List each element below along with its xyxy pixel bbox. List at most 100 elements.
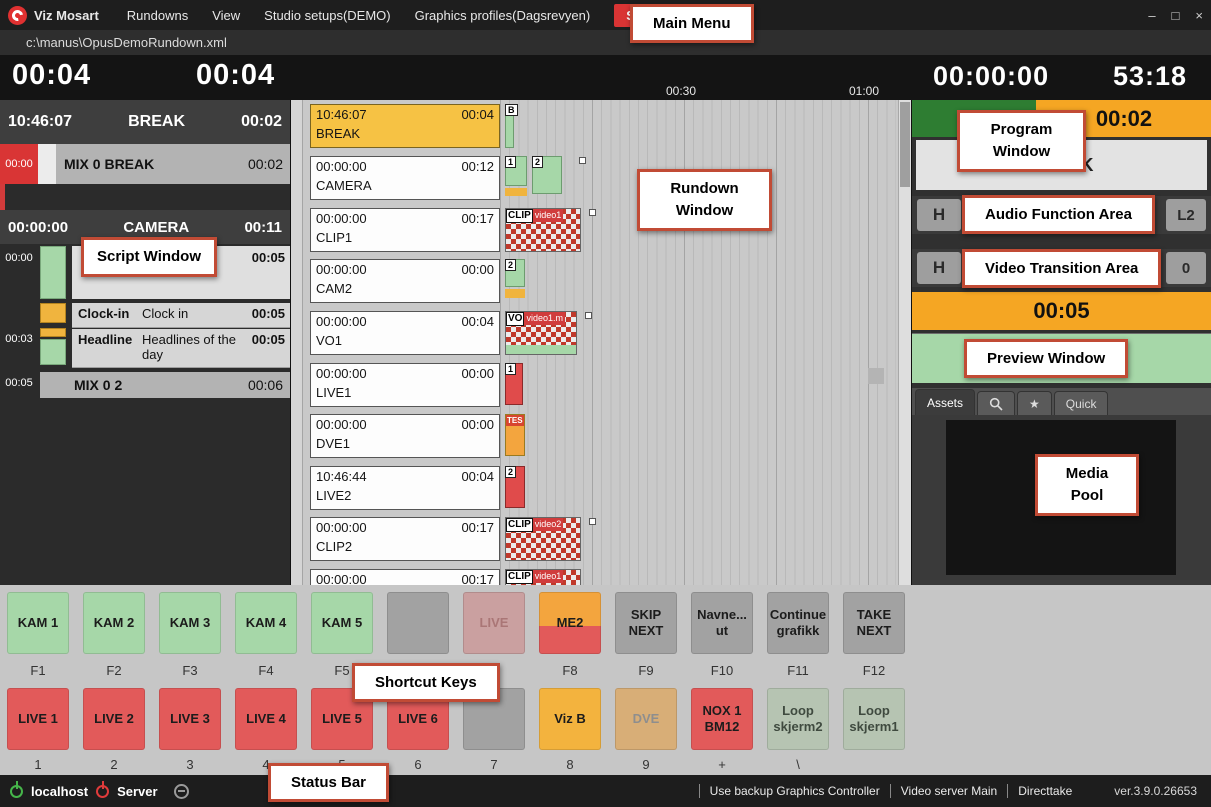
rundown-item-live1[interactable]: 00:00:00 00:00 LIVE1 1 bbox=[291, 362, 911, 409]
block-tag: 2 bbox=[532, 156, 544, 168]
script-item-mix-break[interactable]: MIX 0 BREAK 00:02 bbox=[56, 144, 290, 184]
menu-rundowns[interactable]: Rundowns bbox=[126, 7, 189, 23]
timeline-handle[interactable] bbox=[585, 312, 592, 319]
shortcut-key-viz-b[interactable]: Viz B bbox=[539, 688, 601, 750]
story-title: CAMERA bbox=[123, 218, 190, 236]
script-item-mix[interactable]: MIX 0 2 00:06 bbox=[40, 372, 290, 398]
timeline-scroll-marker[interactable] bbox=[868, 368, 884, 384]
item-start: 00:00:00 bbox=[316, 262, 367, 277]
rundown-item[interactable]: 00:00:00 00:17 CLIP video1 bbox=[291, 568, 911, 585]
app-logo-icon bbox=[8, 5, 27, 25]
script-item-clockin[interactable]: Clock-in Clock in 00:05 bbox=[72, 303, 290, 328]
item-title: LIVE1 bbox=[316, 385, 352, 400]
shortcut-key-live-disabled[interactable]: LIVE bbox=[463, 592, 525, 654]
version-label: ver.3.9.0.26653 bbox=[1114, 784, 1197, 798]
key-label: DVE bbox=[632, 710, 660, 726]
remaining-timer: 00:04 bbox=[196, 59, 276, 91]
tab-assets[interactable]: Assets bbox=[915, 389, 976, 415]
key-label: SKIP NEXT bbox=[628, 606, 664, 638]
shortcut-key-continue-grafikk[interactable]: Continue grafikk bbox=[767, 592, 829, 654]
key-label: LIVE 5 bbox=[322, 710, 362, 726]
shortcut-key-live2[interactable]: LIVE 2 bbox=[83, 688, 145, 750]
shortcut-key-live1[interactable]: LIVE 1 bbox=[7, 688, 69, 750]
script-item-headline[interactable]: Headline Headlines of the day 00:05 bbox=[72, 329, 290, 368]
annotation-preview-window: Preview Window bbox=[964, 339, 1129, 378]
menu-graphics-profiles[interactable]: Graphics profiles(Dagsrevyen) bbox=[414, 7, 591, 23]
script-story-header[interactable]: 10:46:07 BREAK 00:02 bbox=[0, 100, 290, 144]
key-label: Viz B bbox=[554, 710, 586, 726]
annotation-media-pool: Media Pool bbox=[1035, 454, 1139, 516]
shortcut-key-loop-skjerm1[interactable]: Loop skjerm1 bbox=[843, 688, 905, 750]
shortcut-key-skip-next[interactable]: SKIP NEXT bbox=[615, 592, 677, 654]
timeline-mark-0030: 00:30 bbox=[666, 84, 697, 98]
rundown-scrollbar[interactable] bbox=[898, 100, 911, 585]
item-duration: 00:00 bbox=[461, 417, 494, 432]
clock-timer: 00:00:00 bbox=[933, 61, 1050, 91]
script-item-duration: 00:05 bbox=[251, 250, 285, 265]
timeline-handle[interactable] bbox=[589, 518, 596, 525]
script-graphics-block bbox=[40, 303, 66, 323]
shortcut-key-kam4[interactable]: KAM 4 bbox=[235, 592, 297, 654]
shortcut-key-nox1-bm12[interactable]: NOX 1 BM12 bbox=[691, 688, 753, 750]
rundown-item-live2[interactable]: 10:46:44 00:04 LIVE2 2 bbox=[291, 465, 911, 512]
key-label: KAM 5 bbox=[321, 614, 363, 630]
minimize-button[interactable]: – bbox=[1148, 7, 1156, 23]
key-label: Continue grafikk bbox=[769, 606, 827, 638]
rundown-item-cam2[interactable]: 00:00:00 00:00 CAM2 2 bbox=[291, 258, 911, 305]
shortcut-key-kam3[interactable]: KAM 3 bbox=[159, 592, 221, 654]
shortcut-key-kam5[interactable]: KAM 5 bbox=[311, 592, 373, 654]
item-duration: 00:17 bbox=[461, 211, 494, 226]
menu-view[interactable]: View bbox=[212, 7, 241, 23]
tab-search[interactable] bbox=[977, 391, 1016, 415]
annotation-audio-function-area: Audio Function Area bbox=[962, 195, 1155, 234]
tab-favorites[interactable]: ★ bbox=[1017, 391, 1052, 415]
shortcut-key-blank[interactable] bbox=[387, 592, 449, 654]
scrollbar-thumb[interactable] bbox=[900, 102, 910, 187]
video-hold-button[interactable]: H bbox=[917, 252, 961, 284]
rundown-item-clip1[interactable]: 00:00:00 00:17 CLIP1 CLIP video1 bbox=[291, 207, 911, 254]
shortcut-key-live3[interactable]: LIVE 3 bbox=[159, 688, 221, 750]
item-title: CLIP1 bbox=[316, 230, 353, 245]
shortcut-key-me2[interactable]: ME2 bbox=[539, 592, 601, 654]
fkey-label: F4 bbox=[258, 663, 274, 678]
script-scrollbar[interactable] bbox=[291, 100, 303, 585]
menu-studio-setups[interactable]: Studio setups(DEMO) bbox=[264, 7, 391, 23]
script-item-duration: 00:05 bbox=[251, 332, 285, 347]
timeline-handle[interactable] bbox=[589, 209, 596, 216]
block-tag: 1 bbox=[505, 363, 517, 375]
item-start: 00:00:00 bbox=[316, 314, 367, 329]
maximize-button[interactable]: □ bbox=[1171, 7, 1180, 23]
shortcut-key-kam1[interactable]: KAM 1 bbox=[7, 592, 69, 654]
block-tag: 2 bbox=[505, 466, 517, 478]
script-row-time: 00:00 bbox=[5, 252, 33, 264]
rundown-item-break[interactable]: 10:46:07 00:04 BREAK B bbox=[291, 103, 911, 150]
shortcut-key-navne-ut[interactable]: Navne... ut bbox=[691, 592, 753, 654]
timeline-block-live: 1 bbox=[505, 363, 523, 405]
story-title: BREAK bbox=[128, 113, 185, 130]
audio-level-button[interactable]: L2 bbox=[1166, 199, 1206, 231]
item-duration: 00:00 bbox=[461, 262, 494, 277]
timeline-handle[interactable] bbox=[579, 157, 586, 164]
shortcut-key-take-next[interactable]: TAKE NEXT bbox=[843, 592, 905, 654]
shortcut-key-kam2[interactable]: KAM 2 bbox=[83, 592, 145, 654]
annotation-script-window: Script Window bbox=[81, 237, 217, 277]
shortcut-key-loop-skjerm2[interactable]: Loop skjerm2 bbox=[767, 688, 829, 750]
fkey-label: 9 bbox=[642, 757, 650, 772]
video-rate-button[interactable]: 0 bbox=[1166, 252, 1206, 284]
rundown-item-vo1[interactable]: 00:00:00 00:04 VO1 VO video1.m bbox=[291, 310, 911, 357]
close-button[interactable]: × bbox=[1195, 7, 1203, 23]
block-tag: B bbox=[505, 104, 518, 116]
key-label: ME2 bbox=[556, 614, 584, 630]
shortcut-key-live4[interactable]: LIVE 4 bbox=[235, 688, 297, 750]
rundown-item-clip2[interactable]: 00:00:00 00:17 CLIP2 CLIP video2 bbox=[291, 516, 911, 563]
tab-quick[interactable]: Quick bbox=[1053, 391, 1109, 415]
shortcut-key-dve-disabled[interactable]: DVE bbox=[615, 688, 677, 750]
key-label: KAM 4 bbox=[245, 614, 287, 630]
block-tag: TES bbox=[506, 415, 524, 426]
rundown-item-camera[interactable]: 00:00:00 00:12 CAMERA 1 2 bbox=[291, 155, 911, 202]
rundown-item-dve1[interactable]: 00:00:00 00:00 DVE1 TES bbox=[291, 413, 911, 460]
audio-hold-button[interactable]: H bbox=[917, 199, 961, 231]
fkey-label: 7 bbox=[490, 757, 498, 772]
block-tag: CLIP bbox=[506, 518, 533, 532]
